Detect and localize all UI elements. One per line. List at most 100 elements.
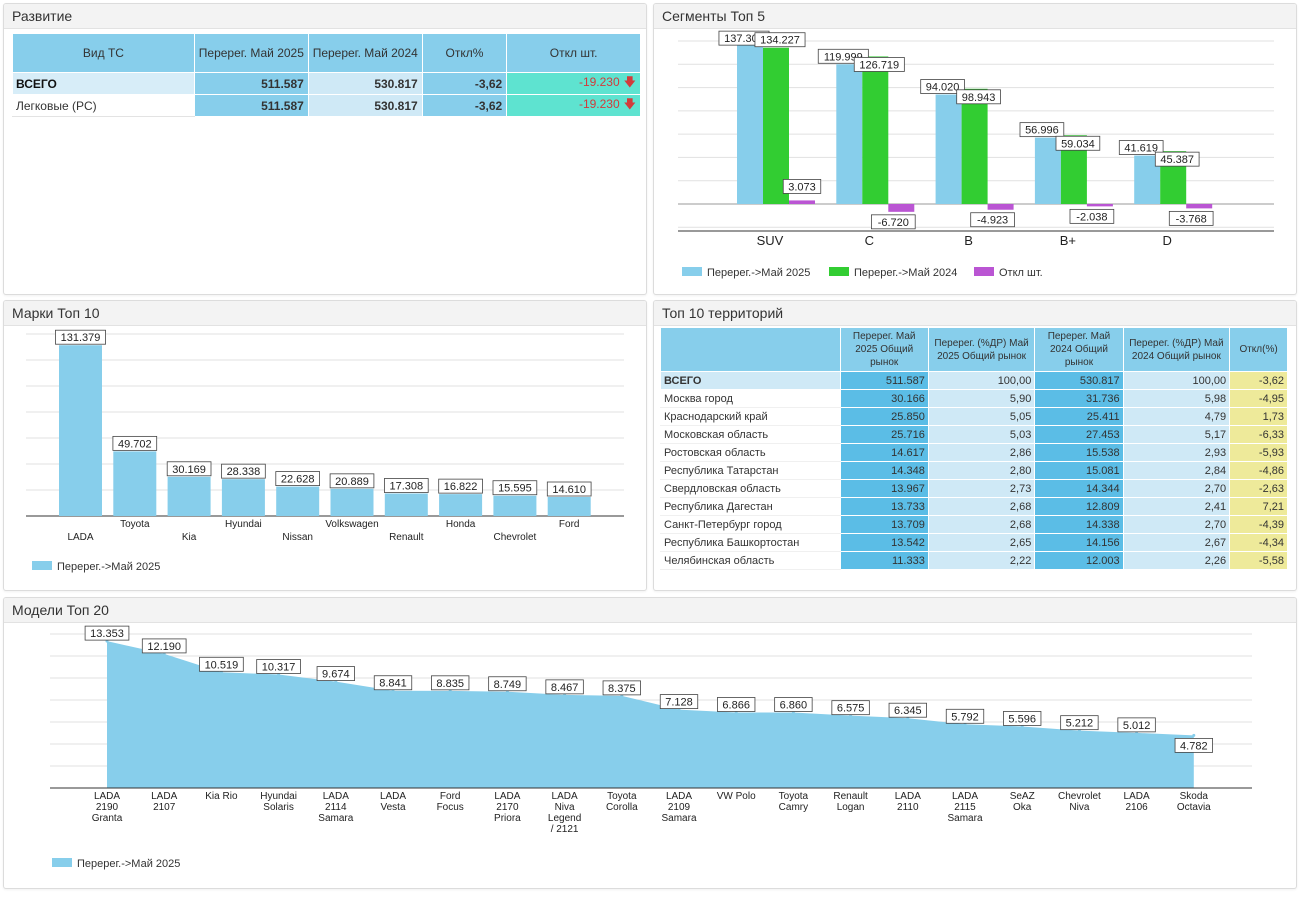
model-value-label-box [1174,737,1213,753]
x-tick-label-line: Priora [494,813,521,824]
model-value-label-box [199,656,244,672]
dev-header-may2025[interactable]: Перерег. Май 2025 [193,33,309,73]
model-value-label-box [545,679,584,695]
x-tick-label: Toyota [120,519,150,530]
territories-table: Перерег. Май 2025 Общий рынок Перерег. (… [660,327,1288,570]
terr-cell-may2025: 13.967 [839,479,929,498]
x-tick-label-line: LADA [94,791,120,802]
x-tick-label: VW Polo [717,791,756,802]
brand-value-label-box [221,463,266,479]
terr-cell-region: Свердловская область [660,479,841,498]
x-tick-label-line: 2170 [496,802,519,813]
terr-cell-diff-pct: -5,58 [1229,551,1288,570]
x-tick-label-line: Hyundai [260,791,297,802]
segment-value-label-box [956,89,1001,105]
x-tick-label-line: 2115 [954,802,976,813]
terr-cell-may2024: 15.081 [1034,461,1124,480]
legend-swatch [682,267,702,276]
dev-row-label: Легковые (PC) [12,94,195,117]
model-value-label: 5.596 [1008,713,1036,725]
x-tick-label: LADA 2109 Samara [661,791,696,824]
table-row[interactable]: Московская область 25.716 5,03 27.453 5,17 -6… [660,425,1288,444]
brand-value-label: 16.822 [444,481,478,493]
legend-swatch [974,267,994,276]
terr-cell-diff-pct: -4,86 [1229,461,1288,480]
segment-value-label-box [870,214,916,230]
dev-cell-may2024: 530.817 [307,72,423,95]
x-tick-label-line: Octavia [1177,802,1211,813]
brand-value-label: 28.338 [227,466,261,478]
segment-value-label: 41.619 [1124,143,1158,155]
terr-header-diff-pct[interactable]: Откл(%) [1229,327,1288,372]
terr-header-share2025[interactable]: Перерег. (%ДР) Май 2025 Общий рынок [927,327,1036,372]
table-row[interactable]: Челябинская область 11.333 2,22 12.003 2,26-… [660,551,1288,570]
terr-header-may2025[interactable]: Перерег. Май 2025 Общий рынок [839,327,929,372]
terr-cell-may2024: 27.453 [1034,425,1124,444]
table-row[interactable]: Свердловская область 13.967 2,73 14.344 2,70… [660,479,1288,498]
terr-cell-region: Краснодарский край [660,407,841,426]
brand-bar [384,493,428,516]
table-row[interactable]: Республика Татарстан 14.348 2,80 15.081 2,84… [660,461,1288,480]
arrow-down-icon: 🡇 [623,97,636,111]
x-tick-label-line: SeAZ [1010,791,1035,802]
dev-row-label: ВСЕГО [12,72,195,95]
terr-cell-region: Республика Башкортостан [660,533,841,552]
x-tick-label-line: Vesta [380,802,405,813]
segment-value-label-box [920,79,965,94]
terr-header-may2024[interactable]: Перерег. Май 2024 Общий рынок [1034,327,1124,372]
models-area [107,641,1194,788]
x-tick-label-line: 2190 [96,802,119,813]
x-tick-label: Toyota Camry [779,791,809,813]
segment-value-label: -4.923 [977,215,1008,227]
table-row[interactable]: Ростовская область 14.617 2,86 15.538 2,93 -5… [660,443,1288,462]
x-tick-label-line: Toyota [779,791,809,802]
terr-cell-region: Республика Татарстан [660,461,841,480]
segment-value-label-box [1055,135,1101,151]
terr-header-share2024[interactable]: Перерег. (%ДР) Май 2024 Общий рынок [1122,327,1231,372]
table-row[interactable]: Республика Дагестан 13.733 2,68 12.809 2,41 7… [660,497,1288,516]
model-value-label-box [488,676,527,692]
territories-title: Топ 10 территорий [654,301,1296,326]
x-tick-label-line: Solaris [263,802,294,813]
dev-header-type[interactable]: Вид ТС [12,33,195,73]
model-value-label-box [141,638,187,654]
terr-cell-diff-pct: -4,95 [1229,389,1288,408]
terr-cell-share2024: 2,70 [1122,479,1231,498]
terr-header-region[interactable] [660,327,841,372]
dev-header-may2024[interactable]: Перерег. Май 2024 [307,33,423,73]
dev-header-diff-pct[interactable]: Откл% [421,33,508,73]
model-value-label-box [373,675,413,691]
dev-header-diff-abs[interactable]: Откл шт. [506,33,641,73]
x-tick-label-line: Niva [555,802,575,813]
table-row[interactable]: ВСЕГО 511.587 100,00 530.817 100,00 -3,62 [660,371,1288,390]
x-tick-label: Volkswagen [325,519,378,530]
segment-value-label: 98.943 [962,92,996,104]
segment-value-label: 59.034 [1061,138,1095,150]
legend-label: Перерег.->Май 2025 [707,267,810,279]
table-row[interactable]: Легковые (PC) 511.587 530.817 -3,62 -19.… [12,94,641,117]
terr-cell-may2024: 31.736 [1034,389,1124,408]
terr-cell-may2024: 530.817 [1034,371,1124,390]
terr-cell-may2025: 13.709 [839,515,929,534]
arrow-down-icon: 🡇 [623,75,636,89]
segment-value-label-box [970,212,1015,228]
x-tick-label-line: Niva [1069,802,1089,813]
brand-value-label-box [329,473,375,489]
model-value-label-box [888,702,927,718]
x-tick-label-line: LADA [552,791,578,802]
territories-header-row: Перерег. Май 2025 Общий рынок Перерег. (… [660,327,1288,372]
table-row[interactable]: Республика Башкортостан 13.542 2,65 14.156 2… [660,533,1288,552]
table-row[interactable]: Санкт-Петербург город 13.709 2,68 14.338 2,7… [660,515,1288,534]
model-value-label-box [774,697,813,712]
x-tick-label: B+ [1060,233,1076,248]
segment-value-label-box [1118,140,1164,155]
model-value-label-box [602,680,641,696]
x-tick-label: Renault [389,532,424,543]
brand-bar [493,495,537,516]
table-row[interactable]: ВСЕГО 511.587 530.817 -3,62 -19.230 🡇 [12,72,641,95]
x-tick-label-line: Oka [1013,802,1032,813]
brand-bar [221,479,265,516]
table-row[interactable]: Краснодарский край 25.850 5,05 25.411 4,79 1,… [660,407,1288,426]
table-row[interactable]: Москва город 30.166 5,90 31.736 5,98 -4,95 [660,389,1288,408]
